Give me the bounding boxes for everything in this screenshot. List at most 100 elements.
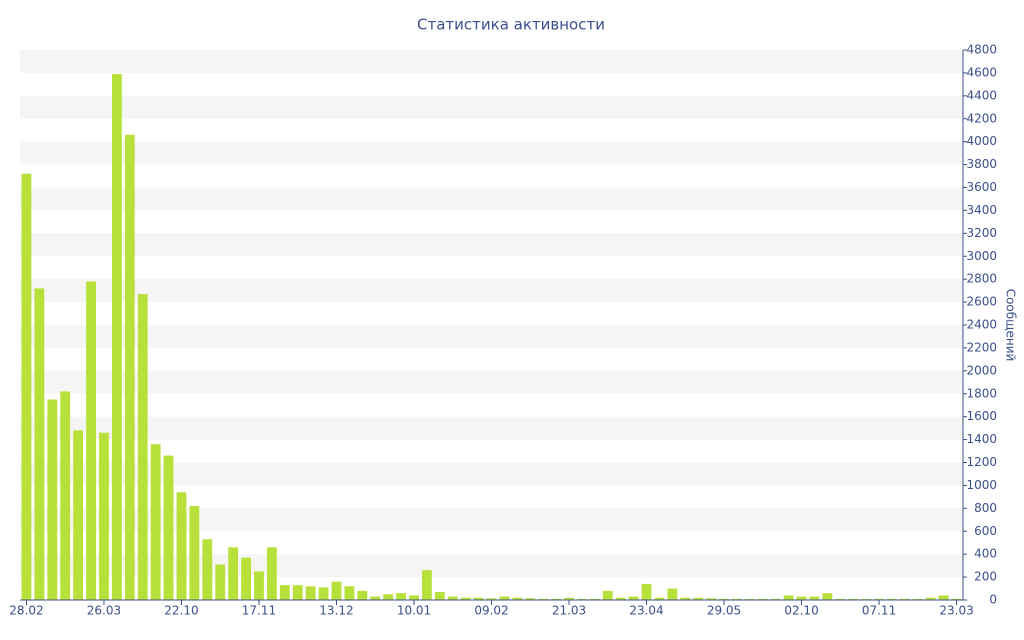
x-tick-label: 28.02 [9, 604, 43, 618]
grid-band [20, 187, 963, 211]
bar [641, 583, 652, 600]
grid-band [20, 95, 963, 119]
bar [60, 391, 71, 600]
bar [577, 598, 587, 600]
bar [202, 539, 213, 600]
bar [589, 598, 600, 600]
y-tick-label: 4800 [966, 43, 997, 57]
bar [447, 596, 458, 600]
y-tick-label: 200 [974, 570, 997, 584]
bar [654, 597, 665, 600]
y-tick-label: 0 [989, 593, 997, 607]
bar [318, 587, 329, 600]
x-tick-label: 13.12 [319, 604, 353, 618]
bar [228, 547, 239, 600]
bar [512, 597, 523, 600]
bar [383, 594, 394, 600]
bar [215, 564, 226, 600]
bar [422, 570, 432, 600]
chart-title: Статистика активности [417, 16, 605, 34]
bar [899, 598, 910, 600]
grid-band [20, 141, 963, 165]
grid-band [20, 554, 963, 578]
y-axis-label: Сообщений [1004, 289, 1018, 362]
bar [809, 596, 820, 600]
y-tick-label: 2000 [966, 363, 997, 377]
y-tick-label: 3800 [966, 157, 997, 171]
x-tick-label: 09.02 [474, 604, 508, 618]
bar [499, 596, 510, 600]
bar [602, 590, 613, 600]
bar [874, 598, 884, 600]
bar [835, 598, 846, 600]
grid-band [20, 325, 963, 348]
bar [111, 74, 122, 600]
bar [396, 593, 406, 600]
grid-band [20, 50, 963, 73]
bar [21, 173, 32, 600]
bar [189, 506, 200, 600]
y-tick-label: 1000 [966, 478, 997, 492]
bar [757, 598, 768, 600]
y-tick-label: 600 [974, 524, 997, 538]
bar [770, 598, 781, 600]
grid-band [20, 370, 963, 394]
bar [137, 294, 148, 600]
bar [124, 134, 135, 600]
bar [822, 593, 833, 600]
grid-band [20, 462, 963, 486]
bar [357, 590, 368, 600]
bar [47, 399, 58, 600]
bar [719, 598, 729, 600]
x-tick-label: 29.05 [707, 604, 741, 618]
bar [848, 598, 859, 600]
bar [887, 598, 897, 600]
bar [292, 585, 303, 600]
y-tick-label: 1400 [966, 432, 997, 446]
bar [241, 557, 251, 600]
y-tick-label: 2200 [966, 340, 997, 354]
bar [925, 597, 936, 600]
y-tick-label: 4400 [966, 88, 997, 102]
x-tick-label: 21.03 [552, 604, 586, 618]
y-tick-label: 3000 [966, 249, 997, 263]
y-tick-label: 800 [974, 501, 997, 515]
bar [473, 597, 484, 600]
y-tick-label: 1600 [966, 409, 997, 423]
x-tick-label: 22.10 [164, 604, 198, 618]
bar [409, 595, 419, 600]
y-tick-label: 4200 [966, 111, 997, 125]
x-tick-label: 17.11 [242, 604, 276, 618]
bar [796, 596, 807, 600]
x-tick-label: 02.10 [784, 604, 818, 618]
x-tick-label: 23.04 [629, 604, 663, 618]
y-tick-label: 400 [974, 547, 997, 561]
y-tick-label: 4000 [966, 134, 997, 148]
bar [538, 598, 549, 600]
bar [628, 596, 639, 600]
bar [783, 595, 794, 600]
y-tick-label: 2800 [966, 272, 997, 286]
bar [732, 598, 742, 600]
bar [951, 598, 962, 600]
bar [486, 598, 497, 600]
grid-band [20, 279, 963, 303]
bar [912, 598, 923, 600]
x-tick-label: 23.03 [939, 604, 973, 618]
bar [34, 288, 45, 600]
bar [551, 598, 561, 600]
y-tick-label: 2600 [966, 295, 997, 309]
grid-band [20, 416, 963, 440]
bar [163, 455, 174, 600]
x-tick-label: 07.11 [862, 604, 896, 618]
bar [266, 547, 277, 600]
bar [176, 492, 187, 600]
y-tick-label: 2400 [966, 318, 997, 332]
bar [150, 444, 161, 600]
x-tick-label: 10.01 [397, 604, 431, 618]
bar [279, 585, 290, 600]
bar [615, 597, 626, 600]
bar [73, 430, 84, 600]
grid-band [20, 233, 963, 257]
